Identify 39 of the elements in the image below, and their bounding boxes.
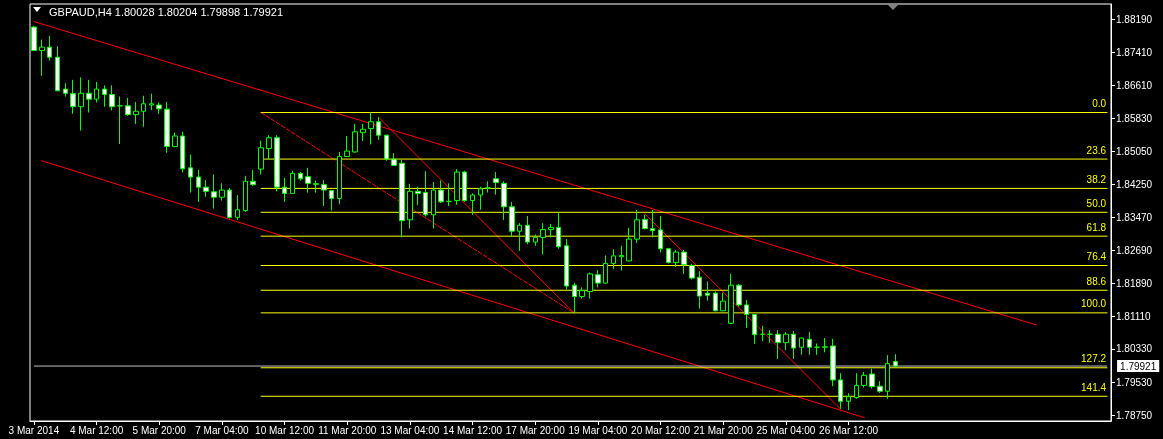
x-tick-label: 17 Mar 20:00 [505, 424, 566, 436]
y-tick-label: 1.83470 [1116, 211, 1153, 223]
series-label: 38.2 [1086, 173, 1107, 185]
series-label: 100.0 [1081, 298, 1107, 310]
x-tick-label: 3 Mar 2014 [8, 424, 60, 436]
y-tick-label: 1.86610 [1116, 80, 1153, 92]
x-tick-label: 11 Mar 20:00 [318, 424, 377, 436]
x-tick-label: 25 Mar 04:00 [756, 424, 816, 436]
y-tick-label: 1.82690 [1116, 244, 1153, 256]
x-tick-label: 26 Mar 12:00 [819, 424, 879, 436]
series-label: 50.0 [1086, 197, 1107, 209]
ref-line-label: 1.79921 [1120, 360, 1157, 372]
x-tick-label: 19 Mar 04:00 [568, 424, 628, 436]
y-tick-label: 1.81110 [1116, 310, 1152, 322]
x-tick-label: 20 Mar 12:00 [631, 424, 691, 436]
x-tick-label: 13 Mar 04:00 [380, 424, 440, 436]
y-tick-label: 1.80330 [1116, 343, 1153, 355]
y-tick-label: 1.81890 [1116, 278, 1153, 290]
y-tick-label: 1.84250 [1116, 179, 1153, 191]
y-tick-label: 1.88190 [1116, 14, 1153, 26]
x-tick-label: 4 Mar 12:00 [69, 424, 124, 436]
y-tick-label: 1.85830 [1116, 112, 1153, 124]
series-label: 61.8 [1086, 221, 1107, 233]
series-label: 0.0 [1092, 98, 1107, 110]
x-tick-label: 21 Mar 20:00 [693, 424, 754, 436]
x-tick-label: 14 Mar 12:00 [443, 424, 503, 436]
chart-title: GBPAUD,H4 1.80028 1.80204 1.79898 1.79921 [49, 5, 284, 18]
series-label: 76.4 [1086, 251, 1107, 263]
y-tick-label: 1.87410 [1116, 46, 1153, 58]
y-tick-label: 1.85050 [1116, 145, 1153, 157]
x-tick-label: 5 Mar 20:00 [132, 424, 187, 436]
y-tick-label: 1.79530 [1116, 376, 1153, 388]
series-label: 141.4 [1081, 381, 1107, 393]
x-tick-label: 10 Mar 12:00 [255, 424, 315, 436]
series-label: 23.6 [1086, 144, 1107, 156]
y-tick-label: 1.78750 [1116, 409, 1153, 421]
x-tick-label: 7 Mar 04:00 [195, 424, 250, 436]
series-label: 127.2 [1081, 353, 1107, 365]
series-label: 88.6 [1086, 275, 1107, 287]
